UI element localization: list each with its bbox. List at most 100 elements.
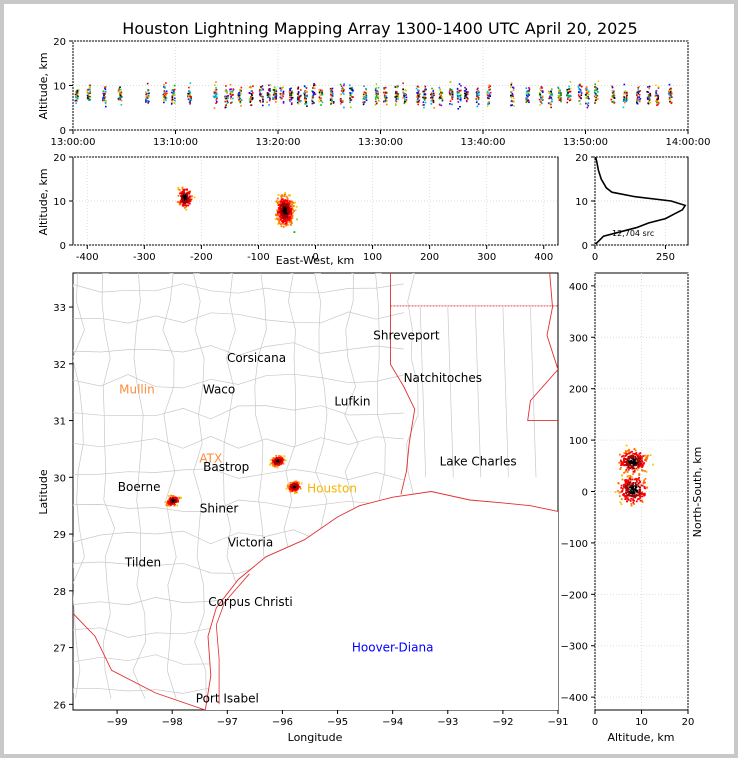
source-point — [275, 454, 278, 457]
source-point — [548, 103, 551, 105]
source-point — [282, 462, 285, 465]
source-point — [286, 209, 289, 212]
source-point — [511, 93, 514, 96]
source-point — [639, 462, 642, 465]
source-point — [273, 98, 276, 101]
source-point — [647, 100, 650, 103]
source-point — [628, 483, 631, 486]
source-point — [637, 454, 640, 457]
source-point — [569, 80, 572, 83]
source-point — [655, 91, 657, 93]
source-point — [438, 104, 441, 106]
source-point — [189, 200, 192, 203]
source-point — [306, 94, 308, 97]
source-point — [377, 86, 380, 89]
source-point — [289, 486, 292, 488]
source-point — [342, 90, 345, 93]
source-point — [595, 94, 598, 96]
source-point — [215, 92, 217, 95]
source-point — [176, 201, 179, 203]
source-point — [145, 101, 147, 103]
source-point — [632, 498, 634, 501]
source-point — [290, 208, 293, 210]
source-point — [102, 96, 105, 99]
source-point — [279, 96, 282, 99]
source-point — [239, 88, 241, 91]
source-point — [384, 91, 387, 94]
source-point — [579, 83, 581, 86]
source-point — [296, 98, 299, 100]
source-point — [88, 87, 91, 90]
source-point — [75, 96, 77, 99]
source-point — [569, 90, 572, 93]
y-tick-label: 10 — [53, 197, 66, 208]
x-tick-label: −91 — [547, 717, 568, 728]
source-point — [417, 92, 419, 95]
source-point — [281, 220, 283, 223]
source-point — [637, 482, 640, 485]
source-point — [611, 101, 614, 103]
source-point — [183, 206, 186, 209]
source-point — [285, 213, 288, 216]
source-point — [298, 486, 301, 488]
source-point — [623, 471, 625, 474]
source-point — [441, 92, 444, 94]
source-point — [294, 201, 296, 204]
source-point — [181, 186, 184, 189]
source-point — [636, 498, 639, 501]
source-point — [451, 95, 454, 98]
source-point — [549, 95, 551, 98]
source-point — [295, 484, 298, 487]
source-point — [288, 488, 291, 490]
place-label: Houston — [307, 482, 357, 496]
source-point — [424, 85, 427, 88]
source-point — [340, 101, 343, 104]
source-point — [669, 88, 671, 91]
source-point — [331, 92, 334, 95]
source-point — [460, 89, 462, 92]
source-point — [638, 85, 640, 88]
source-point — [539, 99, 542, 102]
source-point — [341, 100, 344, 103]
source-point — [566, 93, 568, 96]
source-point — [620, 466, 622, 469]
source-point — [187, 191, 190, 194]
x-tick-label: 400 — [534, 252, 553, 263]
source-point — [289, 194, 292, 197]
source-point — [278, 455, 280, 457]
source-point — [163, 101, 165, 104]
source-point — [451, 92, 453, 94]
source-point — [87, 88, 89, 91]
source-point — [279, 210, 282, 212]
source-point — [173, 499, 176, 502]
place-label: Shreveport — [373, 328, 440, 342]
source-point — [643, 485, 646, 488]
source-point — [305, 102, 308, 105]
source-point — [104, 90, 107, 93]
source-point — [318, 96, 321, 99]
source-point — [631, 458, 634, 460]
y-tick-label: 33 — [53, 303, 66, 314]
source-point — [261, 95, 264, 98]
source-point — [224, 106, 227, 109]
source-point — [587, 96, 589, 98]
source-point — [620, 486, 623, 489]
source-point — [588, 97, 590, 100]
source-point — [550, 95, 553, 98]
place-label: Victoria — [228, 536, 274, 550]
source-point — [290, 204, 293, 207]
source-point — [173, 497, 176, 500]
source-point — [636, 94, 638, 96]
source-point — [377, 95, 380, 98]
source-point — [284, 200, 287, 203]
source-point — [281, 86, 284, 89]
source-point — [117, 89, 120, 92]
source-point — [629, 475, 632, 478]
source-point — [430, 93, 432, 96]
source-point — [239, 93, 241, 95]
source-point — [560, 96, 563, 99]
source-point — [290, 489, 293, 492]
source-point — [620, 503, 623, 506]
source-point — [291, 92, 294, 94]
